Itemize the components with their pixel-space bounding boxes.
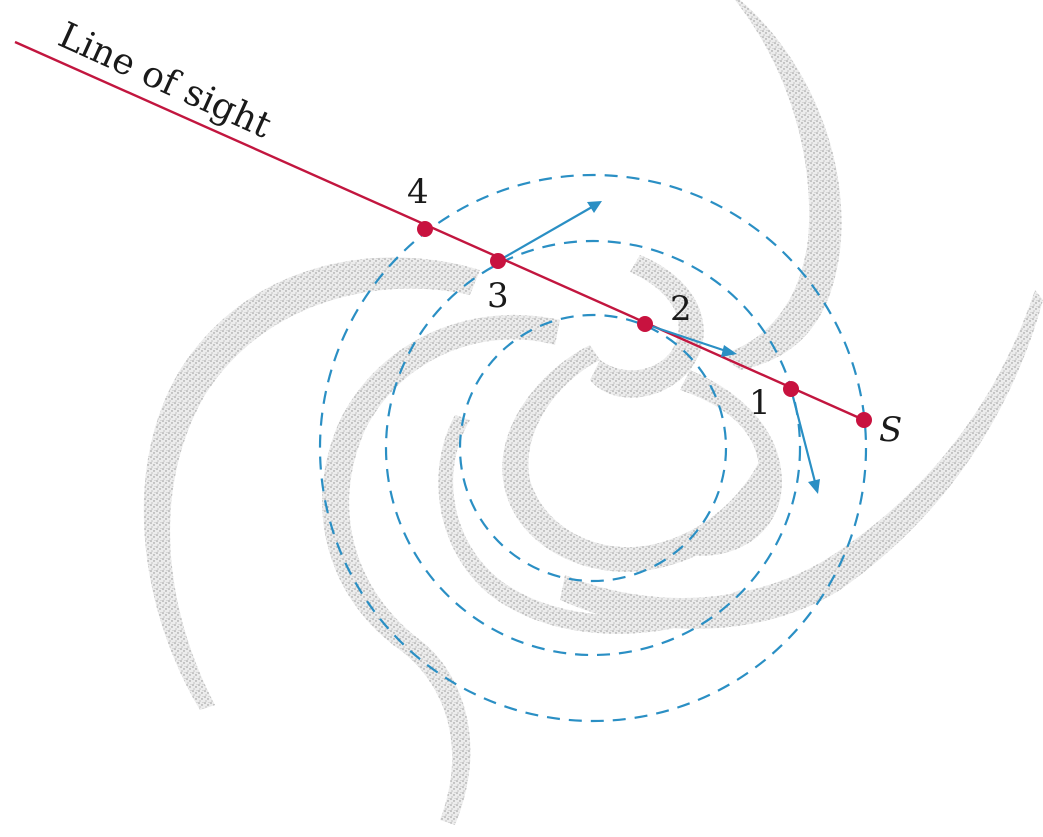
velocity-arrow-3 <box>497 206 593 262</box>
point-1-label: 1 <box>749 383 771 423</box>
velocity-arrow-1 <box>789 388 817 483</box>
velocity-arrow-2 <box>644 322 727 353</box>
orbits <box>318 173 868 723</box>
spiral-arm-lower-center <box>438 415 745 634</box>
arrowhead-2 <box>721 345 737 357</box>
point-labels: 4 3 2 1 S <box>407 172 902 450</box>
arrowhead-1 <box>808 479 820 494</box>
orbit-inner <box>458 313 728 583</box>
line-of-sight-label: Line of sight <box>52 15 277 147</box>
point-3-label: 3 <box>487 276 509 316</box>
point-4-label: 4 <box>407 172 429 212</box>
sun-label: S <box>879 410 902 450</box>
point-1 <box>783 381 799 397</box>
point-4 <box>417 221 433 237</box>
orbit-middle <box>384 239 802 657</box>
point-2 <box>637 316 653 332</box>
point-2-label: 2 <box>670 289 692 329</box>
velocity-vectors <box>497 201 820 494</box>
point-sun <box>856 412 872 428</box>
point-3 <box>490 253 506 269</box>
orbit-outer <box>318 173 868 723</box>
spiral-arm-right-outer <box>560 290 1043 629</box>
line-of-sight <box>14 40 865 422</box>
spiral-arm-core-middle <box>680 370 782 556</box>
spiral-arm-left-outer <box>143 257 481 710</box>
sight-points <box>417 221 872 428</box>
spiral-arm-upper-right <box>720 0 842 370</box>
spiral-arms <box>143 0 1043 825</box>
arrowhead-3 <box>587 201 602 213</box>
spiral-arm-left-inner <box>322 314 560 825</box>
spiral-arm-core-upper <box>590 255 704 398</box>
